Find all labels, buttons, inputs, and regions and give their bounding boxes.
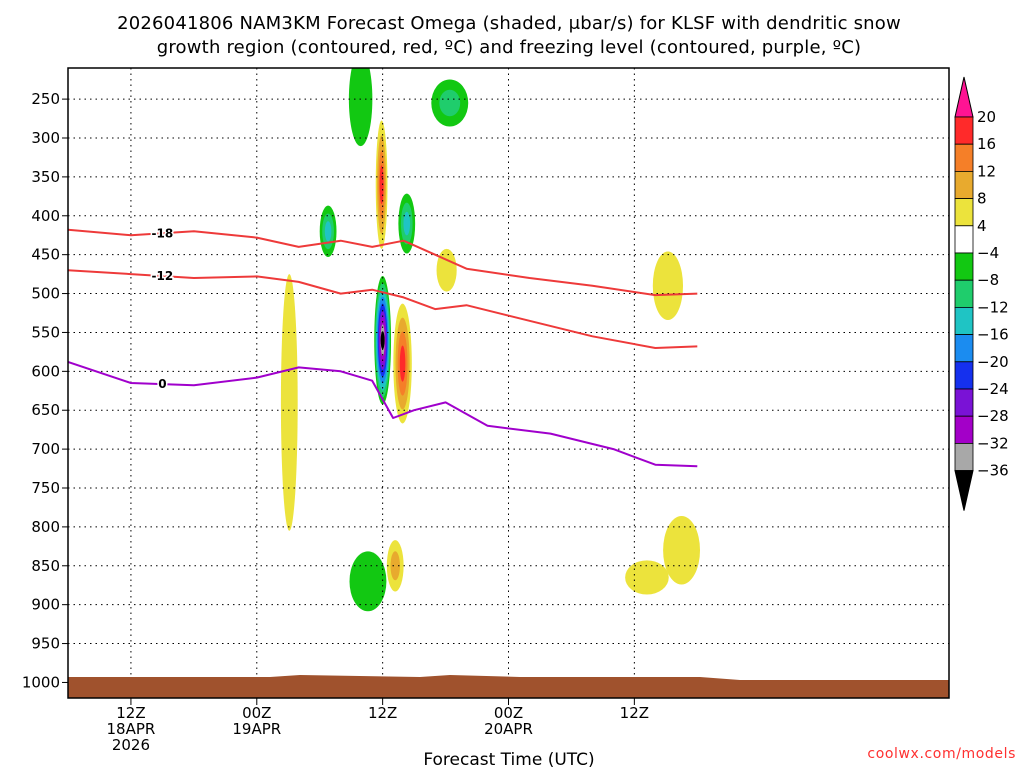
- contour-dendritic-0: [68, 228, 698, 297]
- contours: -18 -12 0: [68, 225, 698, 468]
- omega-feature-6-level-1: [439, 89, 461, 117]
- colorbar-segment-9: [954, 361, 974, 390]
- y-tick-label-700: 700: [31, 440, 60, 458]
- omega-feature-10-level-0: [436, 248, 457, 292]
- colorbar-label-2: 12: [977, 162, 996, 180]
- x-tick-label-18-1: 19APR: [232, 720, 281, 738]
- colorbar-segment-5: [954, 252, 974, 281]
- colorbar-segment-10: [954, 388, 974, 417]
- colorbar-segment-8: [954, 334, 974, 363]
- contour-label-0: -18: [152, 226, 174, 240]
- y-tick-label-600: 600: [31, 362, 60, 380]
- omega-feature-4-level-2: [403, 211, 411, 236]
- pressure-axis: 250 300 350 400 450 500 550 600 650 700 750 800 850 9…: [22, 90, 68, 691]
- terrain: [68, 675, 949, 698]
- y-tick-label-800: 800: [31, 518, 60, 536]
- y-tick-label-350: 350: [31, 168, 60, 186]
- colorbar-label-1: 16: [977, 135, 996, 153]
- contour-label-1: -12: [152, 269, 174, 283]
- y-tick-label-450: 450: [31, 246, 60, 264]
- colorbar-segment-0: [954, 116, 974, 145]
- colorbar-label-5: −4: [977, 244, 999, 262]
- y-tick-label-900: 900: [31, 596, 60, 614]
- x-tick-label-42-0: 00Z: [494, 704, 523, 722]
- colorbar-label-8: −16: [977, 326, 1009, 344]
- omega-feature-13-level-0: [663, 516, 701, 585]
- x-tick-label-30-0: 12Z: [368, 704, 397, 722]
- colorbar-label-13: −36: [977, 462, 1009, 480]
- colorbar-top-arrow: [954, 76, 974, 118]
- y-tick-label-1000: 1000: [22, 673, 60, 691]
- omega-feature-0-level-3: [379, 165, 384, 205]
- omega-feature-12-level-0: [652, 251, 684, 320]
- colorbar-segment-3: [954, 198, 974, 227]
- colorbar-label-3: 8: [977, 190, 987, 208]
- contour-dendritic-1: [68, 269, 698, 349]
- colorbar-label-0: 20: [977, 108, 996, 126]
- x-tick-label-6-0: 12Z: [116, 704, 145, 722]
- y-tick-label-500: 500: [31, 285, 60, 303]
- contour-freezing-2: [68, 361, 698, 468]
- x-tick-label-42-1: 20APR: [484, 720, 533, 738]
- omega-feature-2-level-3: [399, 345, 406, 382]
- colorbar-segment-4: [954, 225, 974, 254]
- omega-shading: [280, 68, 701, 612]
- colorbar-label-4: 4: [977, 217, 987, 235]
- colorbar-label-10: −24: [977, 380, 1009, 398]
- y-tick-label-750: 750: [31, 479, 60, 497]
- omega-feature-11-level-0: [625, 560, 669, 595]
- chart-title-line2: growth region (contoured, red, ºC) and f…: [157, 37, 862, 58]
- colorbar: 20 16 12 8 4 −4 −8 −12 −16 −20 −24 −28 −32 −36: [954, 76, 1009, 511]
- y-tick-label-850: 850: [31, 557, 60, 575]
- colorbar-label-12: −32: [977, 434, 1009, 452]
- colorbar-segment-12: [954, 442, 974, 471]
- x-tick-label-18-0: 00Z: [242, 704, 271, 722]
- colorbar-label-11: −28: [977, 407, 1009, 425]
- y-tick-label-250: 250: [31, 90, 60, 108]
- y-tick-label-950: 950: [31, 635, 60, 653]
- x-tick-label-54-0: 12Z: [620, 704, 649, 722]
- x-tick-label-6-2: 2026: [112, 736, 150, 754]
- colorbar-segment-2: [954, 170, 974, 199]
- omega-feature-5-level-2: [324, 221, 332, 242]
- colorbar-segment-7: [954, 306, 974, 335]
- omega-feature-8-level-0: [349, 551, 387, 612]
- x-tick-label-6-1: 18APR: [107, 720, 156, 738]
- credit-text: coolwx.com/models: [867, 746, 1016, 762]
- colorbar-bottom-arrow: [954, 470, 974, 511]
- colorbar-segment-1: [954, 143, 974, 172]
- y-tick-label-400: 400: [31, 207, 60, 225]
- y-tick-label-300: 300: [31, 129, 60, 147]
- y-tick-label-550: 550: [31, 323, 60, 341]
- colorbar-label-9: −20: [977, 353, 1009, 371]
- omega-feature-9-level-0: [348, 68, 373, 147]
- colorbar-label-7: −12: [977, 298, 1009, 316]
- omega-feature-1-level-8: [380, 331, 385, 350]
- chart-title-line1: 2026041806 NAM3KM Forecast Omega (shaded…: [117, 13, 901, 34]
- y-tick-label-650: 650: [31, 401, 60, 419]
- omega-feature-3-level-1: [390, 551, 400, 581]
- x-axis-label: Forecast Time (UTC): [423, 750, 594, 768]
- colorbar-segment-11: [954, 415, 974, 444]
- contour-label-2: 0: [158, 377, 166, 391]
- omega-feature-7-level-0: [280, 274, 298, 531]
- colorbar-label-6: −8: [977, 271, 999, 289]
- colorbar-segment-6: [954, 279, 974, 308]
- plot-area: -18 -12 0: [67, 67, 950, 699]
